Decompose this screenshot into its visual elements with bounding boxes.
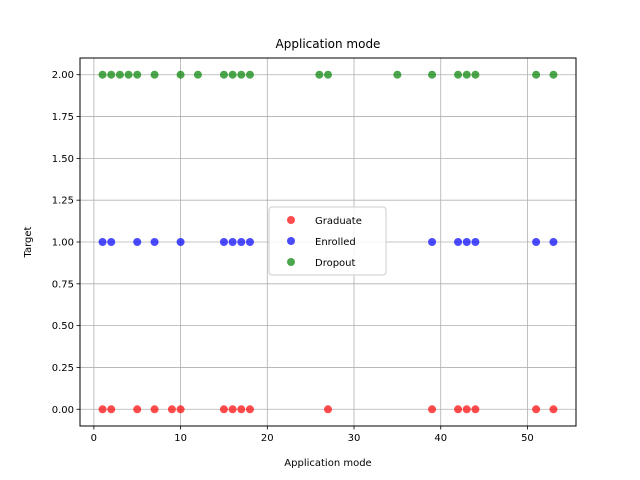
data-point	[428, 238, 437, 246]
y-tick-label: 1.75	[52, 112, 74, 123]
data-point	[228, 70, 237, 79]
data-point	[176, 70, 185, 79]
data-point	[107, 238, 116, 246]
x-tick-label: 0	[91, 433, 97, 444]
y-tick-label: 1.00	[52, 238, 74, 249]
data-point	[98, 405, 107, 414]
data-point	[245, 405, 254, 414]
data-point	[532, 405, 541, 414]
legend-label: Graduate	[315, 216, 362, 227]
y-axis-label: Target	[23, 226, 34, 258]
data-point	[150, 238, 159, 246]
legend-marker	[287, 258, 295, 266]
x-tick-label: 50	[521, 433, 534, 444]
gridlines	[80, 58, 576, 426]
data-point	[150, 70, 159, 79]
data-point	[193, 70, 202, 79]
data-point	[471, 405, 480, 414]
data-point	[150, 405, 159, 414]
data-point	[471, 70, 480, 79]
x-tick-label: 30	[348, 433, 361, 444]
data-point	[98, 70, 107, 79]
x-tick-label: 20	[261, 433, 274, 444]
legend: Graduate Enrolled Dropout	[268, 206, 387, 276]
x-tick-label: 10	[174, 433, 187, 444]
legend-frame	[268, 206, 387, 276]
y-tick-label: 0.00	[52, 405, 74, 416]
data-point	[219, 70, 228, 79]
x-tick-label: 40	[434, 433, 447, 444]
data-point	[549, 405, 558, 414]
data-point	[245, 70, 254, 79]
data-point	[167, 405, 176, 414]
chart-title: Application mode	[276, 37, 381, 51]
data-point	[176, 238, 185, 246]
data-point	[133, 70, 142, 79]
data-point	[393, 70, 402, 79]
series-dropout	[98, 70, 558, 79]
series-enrolled	[98, 238, 558, 246]
x-axis-label: Application mode	[284, 458, 371, 469]
y-tick-label: 1.50	[52, 154, 74, 165]
legend-label: Enrolled	[315, 237, 356, 248]
data-point	[324, 405, 332, 414]
data-point	[315, 70, 324, 79]
data-point	[228, 238, 237, 246]
data-point	[549, 70, 558, 79]
data-point	[115, 70, 124, 79]
data-point	[532, 70, 541, 79]
y-tick-label: 0.25	[52, 363, 74, 374]
data-point	[454, 405, 463, 414]
y-tick-label: 0.50	[52, 321, 74, 332]
data-point	[98, 238, 107, 246]
data-point	[237, 70, 246, 79]
x-axis-ticks: 0 10 20 30 40 50	[91, 426, 534, 444]
data-point	[428, 70, 437, 79]
data-point	[454, 238, 463, 246]
series-graduate	[98, 405, 558, 414]
data-point	[237, 405, 246, 414]
data-point	[133, 238, 142, 246]
data-point	[237, 238, 246, 246]
data-point	[532, 238, 541, 246]
data-point	[462, 238, 471, 246]
data-point	[107, 405, 116, 414]
data-point	[462, 70, 471, 79]
y-tick-label: 0.75	[52, 279, 74, 290]
y-tick-label: 1.25	[52, 196, 74, 207]
data-point	[428, 405, 437, 414]
data-point	[219, 238, 228, 246]
data-point	[462, 405, 471, 414]
data-point	[176, 405, 185, 414]
y-tick-label: 2.00	[52, 70, 74, 81]
data-point	[228, 405, 237, 414]
legend-label: Dropout	[315, 258, 356, 269]
y-axis-ticks: 0.00 0.25 0.50 0.75 1.00 1.25 1.50 1.75 2.00	[52, 70, 80, 416]
data-point	[549, 238, 558, 246]
data-point	[219, 405, 228, 414]
data-points	[98, 70, 558, 414]
legend-marker	[287, 216, 295, 224]
data-point	[471, 238, 480, 246]
data-point	[133, 405, 142, 414]
data-point	[245, 238, 254, 246]
legend-marker	[287, 237, 295, 245]
data-point	[107, 70, 116, 79]
data-point	[324, 70, 332, 79]
data-point	[124, 70, 133, 79]
data-point	[454, 70, 463, 79]
